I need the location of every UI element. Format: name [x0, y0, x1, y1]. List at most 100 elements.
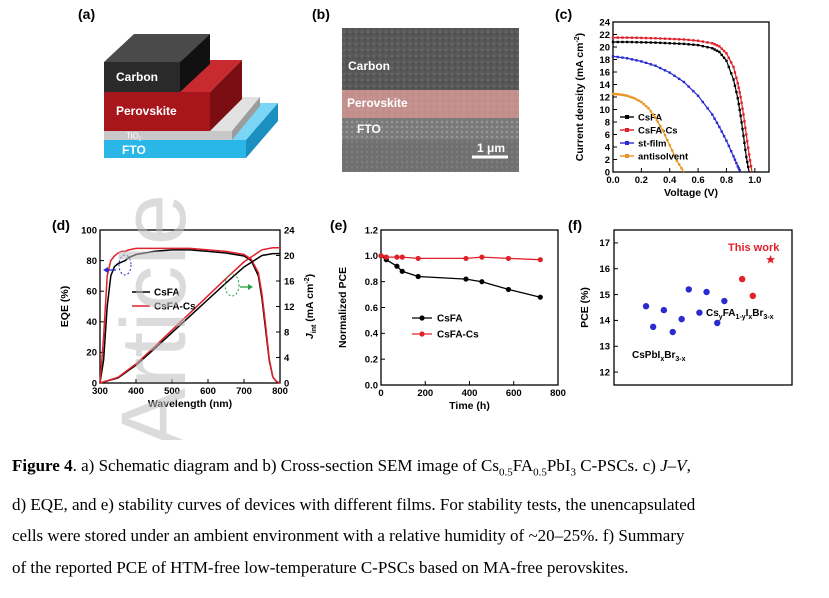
data-point: [654, 64, 657, 67]
y-tick-label: 16: [599, 264, 610, 275]
data-point: [614, 92, 617, 96]
y-tick-label: 17: [599, 238, 610, 249]
data-point: [722, 49, 726, 53]
data-point: [677, 77, 681, 81]
panel-d-label: (d): [52, 217, 70, 233]
scale-bar-label: 1 μm: [477, 141, 505, 155]
data-point: [735, 161, 738, 165]
data-point: [399, 254, 405, 260]
data-point: [644, 41, 648, 44]
tio2-layer-side: [232, 97, 260, 140]
jint-ellipse: [224, 273, 240, 297]
panel-e-label: (e): [330, 217, 347, 233]
data-point: [682, 80, 686, 84]
data-point: [680, 167, 683, 170]
series-csyfa1-yixbr3-x: [738, 275, 757, 300]
figure-4: (a) FTO TiO2 Perovskite Carbon (b): [52, 6, 793, 440]
csfa-label: CsyFA1-yIxBr3-x: [706, 308, 774, 321]
data-point: [644, 36, 648, 40]
data-point: [748, 159, 752, 162]
y-tick-label: 13: [599, 342, 610, 353]
data-point: [625, 36, 629, 39]
y-axis-label: PCE (%): [579, 287, 591, 328]
data-point: [749, 164, 753, 168]
data-point: [635, 41, 638, 44]
data-point: [706, 46, 709, 49]
legend-marker: [625, 154, 629, 158]
data-point: [745, 133, 748, 136]
y-tick-label: 20: [86, 348, 97, 359]
y-axis-label: Current density (mA cm-2): [574, 33, 586, 161]
series-csfa-jint: [99, 252, 280, 384]
x-tick-label: 0.2: [635, 175, 648, 186]
data-point: [732, 155, 735, 158]
pce-summary-plot: 12 13 14 15 16 17 PCE (%): [579, 229, 793, 386]
caption-figure-label: Figure 4: [12, 456, 73, 475]
data-point: [663, 69, 667, 72]
x-tick-label: 600: [506, 388, 522, 399]
data-point: [673, 42, 676, 45]
data-point: [616, 36, 619, 39]
legend-marker: [625, 128, 629, 132]
data-point: [537, 294, 543, 300]
data-point: [766, 254, 776, 264]
data-point: [725, 139, 728, 142]
y-tick-label: 0.6: [365, 303, 378, 314]
series-csfa-cs: [99, 247, 281, 384]
y-tick-label: 8: [605, 117, 610, 128]
data-point: [696, 94, 700, 97]
data-point: [736, 165, 739, 168]
data-point: [714, 319, 721, 327]
data-point: [713, 48, 716, 51]
x-axis-label: Voltage (V): [664, 187, 718, 199]
data-point: [687, 38, 690, 42]
data-point: [737, 102, 740, 106]
data-point: [687, 85, 690, 88]
data-point: [749, 292, 757, 300]
x-axis-label: Time (h): [449, 400, 490, 412]
y-tick-label: 22: [599, 30, 610, 41]
data-point: [630, 58, 634, 61]
data-point: [611, 40, 615, 44]
data-point: [463, 255, 469, 262]
figure-caption: Figure 4. a) Schematic diagram and b) Cr…: [12, 450, 820, 583]
data-point: [621, 56, 624, 59]
panel-c-label: (c): [555, 6, 572, 22]
data-point: [706, 107, 709, 110]
data-point: [696, 39, 700, 42]
data-point: [668, 37, 671, 41]
data-point: [630, 96, 634, 99]
data-point: [729, 72, 733, 75]
data-point: [415, 273, 421, 280]
data-point: [654, 41, 657, 44]
legend-label: CsFA: [437, 314, 463, 325]
data-point: [747, 153, 751, 156]
data-point: [651, 113, 655, 116]
data-point: [711, 42, 714, 45]
data-point: [628, 95, 631, 98]
carbon-layer-top: [104, 34, 210, 62]
data-point: [727, 56, 731, 60]
panel-d: (d) 300 400 500 600 700 800020406080100Wavele…: [52, 217, 318, 410]
data-point: [654, 116, 657, 119]
data-point: [640, 60, 643, 63]
data-point: [746, 160, 749, 164]
data-point: [692, 43, 695, 46]
x-tick-label: 0.0: [606, 175, 619, 186]
data-point: [649, 110, 653, 113]
data-point: [669, 328, 676, 336]
y-tick-label: 0.2: [365, 354, 378, 365]
y-axis-label: EQE (%): [59, 286, 71, 327]
jv-plot: 0.0 0.2 0.4 0.6 0.8 1.0024681012141618202224V…: [574, 17, 770, 199]
data-point: [729, 61, 733, 64]
data-point: [611, 36, 615, 39]
data-point: [739, 114, 742, 117]
data-point: [738, 108, 741, 112]
x-tick-label: 400: [128, 386, 144, 397]
data-point: [640, 36, 643, 40]
data-point: [415, 255, 421, 262]
data-point: [747, 165, 750, 169]
data-point: [692, 89, 695, 93]
data-point: [740, 121, 743, 124]
data-point: [739, 95, 742, 99]
